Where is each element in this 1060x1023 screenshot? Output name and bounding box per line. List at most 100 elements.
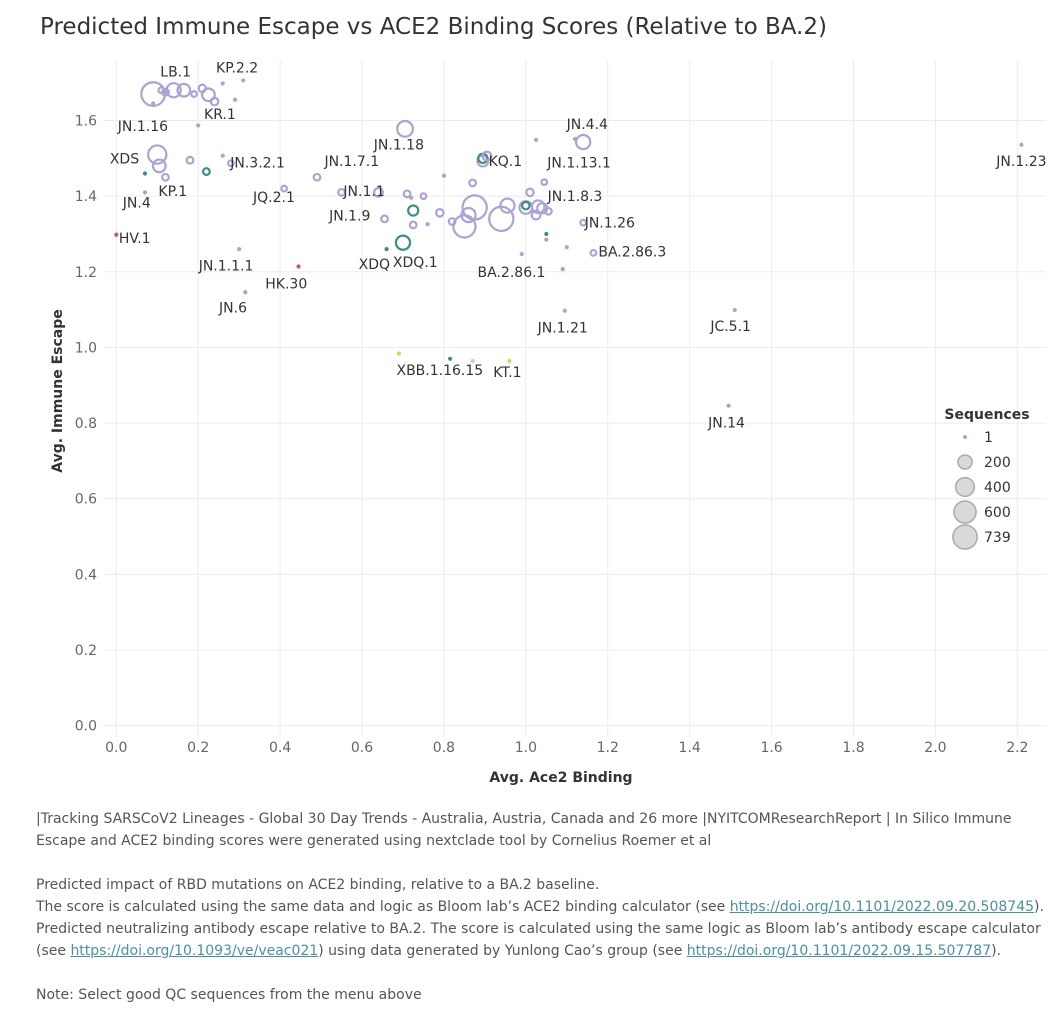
data-point (220, 153, 225, 158)
data-point (419, 192, 428, 201)
x-tick-label: 0.4 (269, 740, 291, 756)
data-point (176, 82, 192, 98)
data-point (396, 351, 401, 356)
y-tick-label: 0.4 (75, 567, 97, 583)
data-point (402, 189, 412, 199)
point-label: JN.1.8.3 (547, 189, 603, 205)
x-tick-label: 2.2 (1006, 740, 1028, 756)
data-point (312, 172, 322, 182)
x-tick-label: 0.8 (433, 740, 455, 756)
data-point (237, 247, 242, 252)
data-point (409, 195, 414, 200)
data-point (533, 137, 539, 142)
data-point (564, 245, 569, 250)
point-label: JN.6 (218, 300, 247, 316)
point-label: JN.1.13.1 (546, 155, 611, 171)
data-point (407, 204, 420, 217)
x-tick-label: 1.0 (515, 740, 537, 756)
data-point (589, 248, 598, 257)
data-point (470, 358, 475, 364)
x-tick-label: 0.6 (351, 740, 373, 756)
point-label: KT.1 (493, 365, 521, 381)
point-label: JN.4 (122, 196, 151, 212)
point-label: JN.1.23 (995, 154, 1046, 170)
point-label: BA.2.86.1 (478, 265, 546, 281)
escape-doi-link-1[interactable]: https://doi.org/10.1093/ve/veac021 (70, 943, 319, 959)
legend-marker (953, 500, 977, 524)
data-point (543, 206, 553, 216)
point-label: JN.14 (707, 416, 745, 432)
chart-title: Predicted Immune Escape vs ACE2 Binding … (40, 14, 827, 40)
point-label: KQ.1 (489, 154, 523, 170)
point-label: JN.3.2.1 (229, 155, 285, 171)
point-label: JC.5.1 (709, 319, 751, 335)
data-point (142, 171, 148, 176)
y-tick-label: 1.2 (75, 265, 97, 281)
point-label: KP.1 (158, 184, 187, 200)
point-label: JN.1.21 (537, 320, 588, 336)
point-label: LB.1 (160, 64, 191, 80)
data-point (468, 178, 478, 188)
y-tick-label: 0.6 (75, 492, 97, 508)
data-point (732, 307, 737, 313)
data-point (161, 172, 170, 182)
x-tick-label: 1.2 (597, 740, 619, 756)
data-point (507, 358, 512, 364)
data-point (280, 184, 289, 193)
data-point (380, 214, 389, 224)
escape-note-text: Predicted neutralizing antibody escape r… (36, 921, 1041, 959)
x-axis-ticks: 0.0 0.2 0.4 0.6 0.8 1.0 1.2 1.4 1.6 1.8 2.0 2.2 (105, 740, 1028, 756)
data-point (575, 133, 592, 151)
escape-doi-link-2[interactable]: https://doi.org/10.1101/2022.09.15.50778… (686, 943, 992, 959)
point-label: XDQ (359, 257, 390, 273)
point-label: JN.1.1.1 (198, 258, 254, 274)
y-tick-label: 1.0 (75, 340, 97, 356)
data-point (560, 267, 565, 272)
data-point (296, 264, 301, 269)
x-tick-label: 1.4 (679, 740, 701, 756)
point-label: JN.1.7.1 (323, 154, 379, 170)
point-label: JN.4.4 (566, 117, 608, 133)
data-point (140, 81, 167, 107)
y-tick-label: 0.2 (75, 643, 97, 659)
point-label: KR.1 (204, 107, 236, 123)
y-tick-label: 0.8 (75, 416, 97, 432)
data-point (544, 231, 549, 237)
y-tick-label: 0.0 (75, 719, 97, 735)
data-point (201, 87, 216, 103)
data-point (201, 167, 211, 176)
x-tick-label: 1.6 (760, 740, 782, 756)
legend-title: Sequences (944, 407, 1029, 423)
escape-note-end: ). (991, 943, 1002, 959)
point-label: JN.1.1 (342, 184, 384, 200)
data-point (396, 119, 414, 138)
data-point (521, 200, 531, 211)
legend-label: 200 (984, 455, 1011, 471)
data-point (142, 190, 148, 195)
data-point (530, 209, 542, 221)
data-point (227, 159, 235, 168)
legend-label: 1 (984, 430, 993, 446)
data-point (519, 251, 524, 257)
data-point (1019, 142, 1024, 147)
data-point (384, 247, 389, 252)
data-point (452, 214, 477, 239)
data-point (197, 83, 208, 94)
ace2-note: The score is calculated using the same d… (36, 896, 1046, 918)
data-point (530, 199, 546, 215)
legend-label: 400 (984, 480, 1011, 496)
data-point (151, 158, 167, 174)
data-point (499, 197, 516, 214)
ace2-intro: Predicted impact of RBD mutations on ACE… (36, 877, 600, 893)
data-point (441, 173, 447, 178)
ace2-doi-link[interactable]: https://doi.org/10.1101/2022.09.20.50874… (729, 899, 1035, 915)
point-label: HK.30 (265, 276, 307, 292)
y-axis-ticks: 0.0 0.2 0.4 0.6 0.8 1.0 1.2 1.4 1.6 (75, 114, 97, 735)
legend-label: 739 (984, 530, 1011, 546)
x-axis-label: Avg. Ace2 Binding (489, 770, 632, 786)
y-axis-label: Avg. Immune Escape (50, 309, 66, 473)
data-point (232, 97, 238, 102)
point-label: JQ.2.1 (252, 190, 295, 206)
size-legend: Sequences 1 200 400 600 739 (944, 407, 1030, 550)
escape-note: Predicted neutralizing antibody escape r… (36, 918, 1046, 962)
